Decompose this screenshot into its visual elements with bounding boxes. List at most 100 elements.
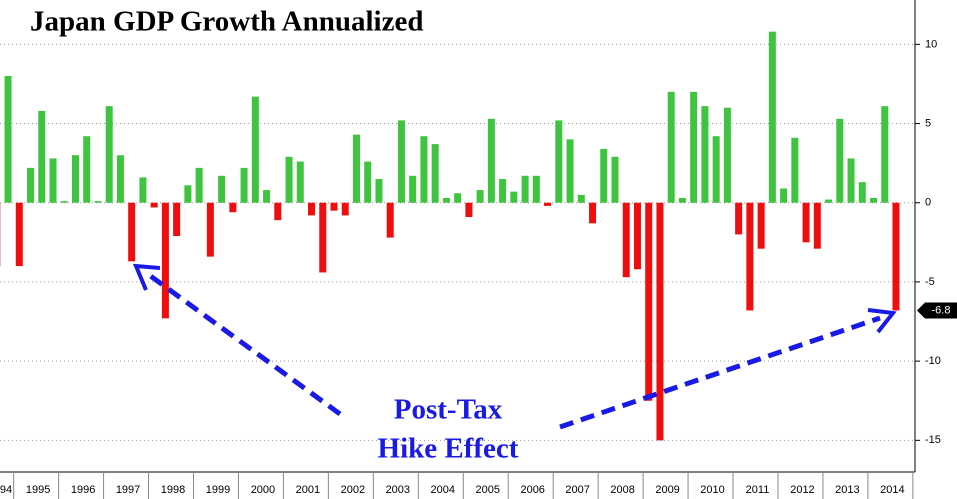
x-tick-label: 1997 xyxy=(116,484,140,496)
x-tick-label: 2000 xyxy=(251,484,275,496)
bar xyxy=(544,202,552,206)
x-tick-label: 2010 xyxy=(700,484,724,496)
bar xyxy=(701,106,709,203)
chart-title: Japan GDP Growth Annualized xyxy=(30,6,423,38)
bar xyxy=(352,134,360,203)
bar xyxy=(566,139,574,203)
bar xyxy=(206,202,214,257)
x-tick-label: 94 xyxy=(0,484,12,496)
bar xyxy=(780,188,788,203)
bar xyxy=(150,202,158,208)
x-tick-label: 2006 xyxy=(520,484,544,496)
bar xyxy=(420,136,428,203)
arrow-line xyxy=(559,315,881,430)
x-tick-label: 2014 xyxy=(880,484,904,496)
bar xyxy=(611,156,619,203)
bar xyxy=(870,197,878,203)
bar xyxy=(364,161,372,203)
x-tick-label: 2013 xyxy=(835,484,859,496)
bar xyxy=(229,202,237,213)
bar xyxy=(218,175,226,203)
arrow-head xyxy=(132,263,161,291)
bar xyxy=(83,136,91,203)
bar xyxy=(690,91,698,203)
x-tick-label: 2007 xyxy=(565,484,589,496)
bar xyxy=(622,202,630,278)
bar xyxy=(656,202,664,441)
bar xyxy=(341,202,349,216)
bar xyxy=(128,202,136,262)
bar xyxy=(712,136,720,203)
bar xyxy=(263,190,271,203)
bar xyxy=(589,202,597,224)
bar xyxy=(251,96,259,203)
bar xyxy=(454,193,462,203)
bar xyxy=(386,202,394,238)
plot-area xyxy=(0,31,915,441)
bar xyxy=(791,137,799,203)
bar xyxy=(768,31,776,203)
last-value-tag xyxy=(917,302,957,319)
bar xyxy=(858,182,866,203)
bar xyxy=(633,202,641,270)
x-tick-label: 1996 xyxy=(71,484,95,496)
last-value-label: -6.8 xyxy=(932,304,951,316)
bar xyxy=(678,197,686,203)
bar xyxy=(532,175,540,203)
bar xyxy=(476,190,484,203)
bar xyxy=(274,202,282,221)
annotation: Hike Effect xyxy=(378,433,519,465)
bar xyxy=(813,202,821,249)
x-tick-label: 1995 xyxy=(26,484,50,496)
x-tick-label: 2005 xyxy=(475,484,499,496)
bar xyxy=(746,202,754,311)
bar xyxy=(499,178,507,203)
bar xyxy=(510,191,518,203)
bar xyxy=(409,175,417,203)
x-tick-label: 2002 xyxy=(341,484,365,496)
bar xyxy=(825,199,833,203)
arrow-line xyxy=(143,269,342,417)
bar xyxy=(38,110,46,203)
bar xyxy=(431,144,439,203)
bar xyxy=(847,158,855,203)
x-tick-label: 2003 xyxy=(386,484,410,496)
x-tick-label: 2001 xyxy=(296,484,320,496)
bar xyxy=(4,76,12,203)
bar xyxy=(723,107,731,203)
bar xyxy=(881,106,889,203)
bar xyxy=(465,202,473,217)
bar xyxy=(27,167,35,203)
bar xyxy=(487,118,495,203)
bar xyxy=(645,202,653,401)
bar xyxy=(71,155,79,203)
y-tick-label: -10 xyxy=(925,355,941,367)
bar xyxy=(600,148,608,203)
bar xyxy=(308,202,316,216)
bar xyxy=(577,194,585,203)
x-tick-label: 1999 xyxy=(206,484,230,496)
y-tick-label: 5 xyxy=(925,117,931,129)
bar xyxy=(60,201,68,203)
bar xyxy=(161,202,169,319)
arrow-head xyxy=(867,308,897,334)
bar xyxy=(757,202,765,249)
bar xyxy=(319,202,327,273)
bar xyxy=(330,202,338,211)
arrows xyxy=(143,269,881,430)
bar xyxy=(836,118,844,203)
annotation: Post-Tax xyxy=(394,394,503,426)
y-tick-label: -5 xyxy=(925,276,935,288)
bar xyxy=(173,202,181,236)
bar xyxy=(49,158,57,203)
bar xyxy=(116,155,124,203)
x-tick-label: 1998 xyxy=(161,484,185,496)
bar xyxy=(15,202,23,267)
bar xyxy=(667,91,675,203)
bar xyxy=(521,175,529,203)
bar xyxy=(375,178,383,203)
bar xyxy=(184,185,192,203)
x-tick-label: 2012 xyxy=(790,484,814,496)
